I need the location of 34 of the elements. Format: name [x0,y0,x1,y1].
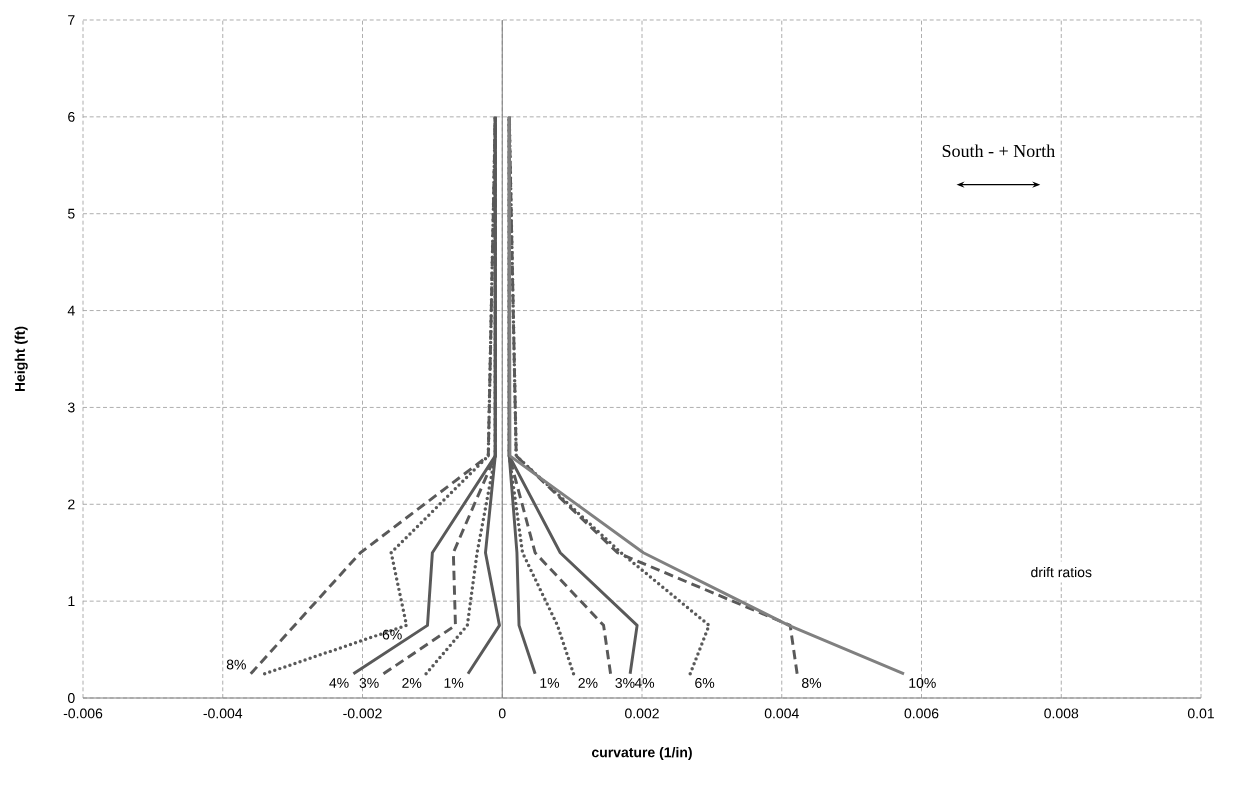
y-tick-label: 6 [68,111,75,122]
x-tick-label: 0.008 [1044,708,1079,719]
y-axis-title: Height (ft) [14,326,28,392]
series-label: 3% [615,678,635,688]
x-tick-label: 0.01 [1187,708,1214,719]
series-label: 8% [226,659,246,670]
x-tick-label: -0.002 [343,708,382,719]
x-tick-label: 0.006 [904,708,939,719]
series-label: 6% [382,629,402,640]
series-label: 1% [540,678,560,688]
x-tick-label: -0.004 [203,708,243,719]
series-label: 3% [359,678,379,688]
series-label: 1% [444,678,464,688]
series-label: 4% [329,678,349,688]
y-tick-label: 7 [68,15,75,25]
annotation: drift ratios [1031,566,1092,578]
y-tick-label: 4 [67,305,75,316]
x-tick-label: 0 [498,708,506,719]
annotation: South - + North [942,144,1055,158]
series-label: 2% [578,678,598,688]
x-tick-label: -0.006 [63,708,103,719]
series-label: 4% [634,678,655,688]
series-label: 6% [695,678,715,688]
series-label: 8% [802,678,822,688]
y-tick-label: 5 [68,208,75,219]
y-tick-label: 2 [68,499,75,510]
x-tick-label: 0.004 [764,708,799,719]
y-tick-label: 1 [68,596,75,606]
y-tick-label: 3 [67,402,75,413]
x-tick-label: 0.002 [625,708,659,719]
x-axis-title: curvature (1/in) [591,747,692,761]
series-label: 10% [909,678,936,688]
series-label: 2% [402,678,422,688]
y-tick-label: 0 [67,693,75,703]
